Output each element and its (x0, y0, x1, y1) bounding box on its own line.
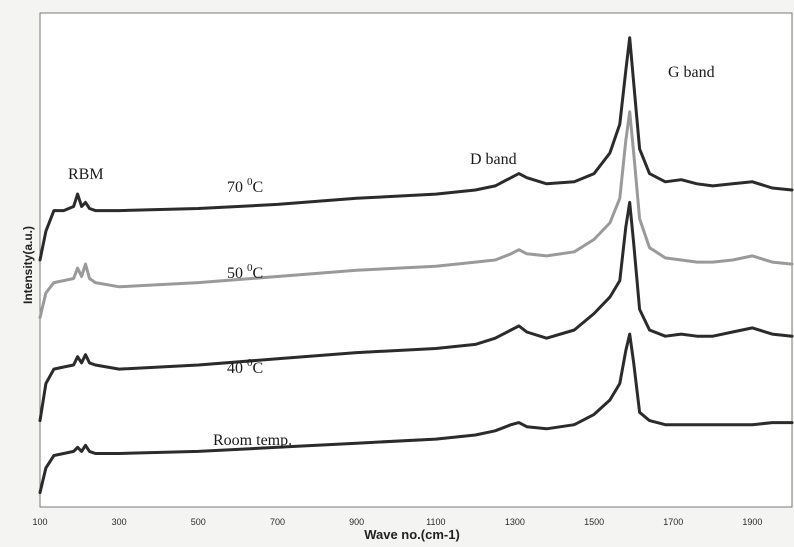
series-label-40c: 40 0C (227, 357, 263, 377)
x-tick-label: 1900 (742, 517, 762, 527)
series-label-50c: 50 0C (227, 262, 263, 282)
series-line-1 (38, 110, 794, 320)
annotation-d-band: D band (470, 151, 517, 168)
series-label-room-temp: Room temp. (213, 432, 292, 449)
series-label-70c: 70 0C (227, 176, 263, 196)
series-line-0 (38, 36, 794, 262)
x-tick-label: 100 (32, 517, 47, 527)
x-tick-label: 700 (270, 517, 285, 527)
series-line-3 (38, 332, 794, 495)
x-tick-label: 300 (112, 517, 127, 527)
x-tick-label: 1100 (426, 517, 445, 527)
x-tick-label: 1700 (663, 517, 683, 527)
x-tick-label: 1500 (584, 517, 604, 527)
annotation-rbm: RBM (68, 166, 104, 183)
series-line-2 (38, 200, 794, 423)
annotation-g-band: G band (668, 64, 715, 81)
x-tick-label: 500 (191, 517, 206, 527)
x-axis-label: Wave no.(cm-1) (364, 527, 460, 542)
series-group (38, 36, 794, 495)
x-tick-label: 900 (349, 517, 364, 527)
x-tick-group: 100 300 500 700 900 1100 1300 1500 1700 1900 (32, 517, 762, 527)
y-axis-label: Intensity(a.u.) (21, 226, 35, 304)
x-tick-label: 1300 (505, 517, 525, 527)
